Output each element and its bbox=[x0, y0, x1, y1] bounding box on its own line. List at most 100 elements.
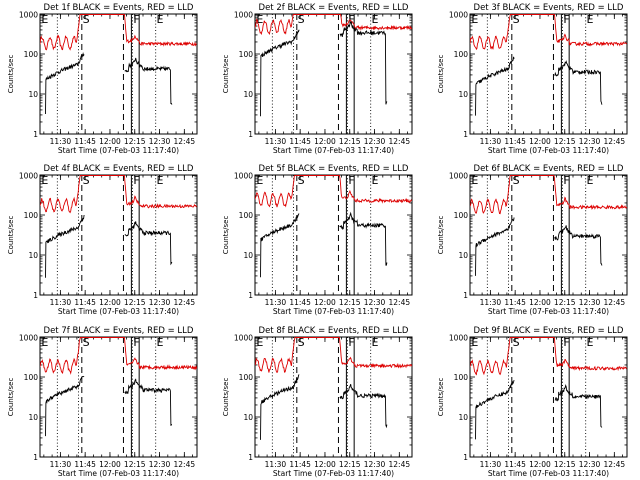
x-tick-label: 12:15 bbox=[339, 137, 361, 146]
panel-title: Det 8f BLACK = Events, RED = LLD bbox=[259, 326, 409, 336]
x-tick-label: 12:00 bbox=[314, 298, 336, 307]
marker-letter: E bbox=[372, 13, 379, 26]
y-axis-label: Counts/sec bbox=[222, 216, 230, 255]
x-tick-label: 12:30 bbox=[579, 298, 601, 307]
marker-letter: E bbox=[41, 336, 48, 349]
series-events-line bbox=[45, 214, 173, 278]
x-tick-label: 11:30 bbox=[265, 298, 287, 307]
x-tick-label: 11:45 bbox=[289, 137, 311, 146]
y-tick-label: 1000 bbox=[449, 334, 468, 343]
y-axis-label: Counts/sec bbox=[7, 378, 15, 417]
x-tick-label: 12:30 bbox=[364, 298, 386, 307]
series-lld-group bbox=[40, 14, 197, 115]
marker-letter: E bbox=[471, 174, 478, 187]
y-tick-label: 100 bbox=[24, 50, 39, 59]
x-tick-label: 11:30 bbox=[265, 137, 287, 146]
panel-det-9: Det 9f BLACK = Events, RED = LLD 1 10 100 10… bbox=[437, 326, 628, 478]
x-tick-label: 12:30 bbox=[364, 137, 386, 146]
x-tick-label: 12:15 bbox=[339, 298, 361, 307]
panel-title: Det 1f BLACK = Events, RED = LLD bbox=[44, 3, 194, 13]
marker-letter: S bbox=[513, 13, 520, 26]
y-tick-label: 1000 bbox=[19, 172, 38, 181]
y-tick-label: 1000 bbox=[449, 11, 468, 20]
marker-letter: S bbox=[83, 336, 90, 349]
marker-letter: S bbox=[513, 336, 520, 349]
x-tick-label: 11:30 bbox=[50, 298, 72, 307]
marker-letter: E bbox=[372, 174, 379, 187]
x-tick-label: 12:45 bbox=[389, 460, 411, 469]
series-events-line bbox=[475, 56, 603, 116]
marker-letter: E bbox=[41, 174, 48, 187]
marker-letter: F bbox=[133, 174, 139, 187]
panel-title: Det 4f BLACK = Events, RED = LLD bbox=[44, 164, 194, 174]
x-tick-label: 12:30 bbox=[364, 460, 386, 469]
x-axis-label: Start Time (07-Feb-03 11:17:40) bbox=[58, 469, 179, 478]
x-tick-label: 12:30 bbox=[579, 460, 601, 469]
series-lld-group bbox=[255, 175, 412, 278]
panel-det-2: Det 2f BLACK = Events, RED = LLD 1 10 100 10… bbox=[222, 3, 413, 155]
y-tick-label: 10 bbox=[28, 251, 38, 260]
series-events-line bbox=[475, 217, 603, 276]
x-tick-label: 11:45 bbox=[504, 137, 526, 146]
series-lld-line bbox=[40, 337, 197, 375]
marker-letter: F bbox=[348, 13, 354, 26]
x-tick-label: 12:45 bbox=[604, 137, 626, 146]
marker-letter: F bbox=[563, 13, 569, 26]
y-axis-label: Counts/sec bbox=[437, 216, 445, 255]
series-lld-group bbox=[255, 337, 412, 440]
panel-det-8: Det 8f BLACK = Events, RED = LLD 1 10 100 10… bbox=[222, 326, 413, 478]
x-tick-label: 11:30 bbox=[265, 460, 287, 469]
x-tick-label: 12:30 bbox=[149, 460, 171, 469]
series-lld-group bbox=[255, 14, 412, 117]
marker-letter: S bbox=[83, 174, 90, 187]
series-lld-group bbox=[470, 175, 627, 276]
x-tick-label: 12:00 bbox=[529, 460, 551, 469]
x-tick-label: 12:45 bbox=[174, 298, 196, 307]
panel-title: Det 2f BLACK = Events, RED = LLD bbox=[259, 3, 409, 13]
x-axis-label: Start Time (07-Feb-03 11:17:40) bbox=[58, 307, 179, 316]
x-tick-label: 12:30 bbox=[149, 298, 171, 307]
series-lld-group bbox=[40, 175, 197, 278]
series-events-line bbox=[260, 211, 388, 278]
panel-det-1: Det 1f BLACK = Events, RED = LLD 1 10 100 10… bbox=[7, 3, 198, 155]
series-lld-line bbox=[255, 14, 412, 36]
plot-frame bbox=[254, 13, 413, 135]
x-tick-label: 11:45 bbox=[74, 460, 96, 469]
marker-letter: S bbox=[83, 13, 90, 26]
marker-letter: E bbox=[471, 336, 478, 349]
x-tick-label: 12:00 bbox=[99, 298, 121, 307]
x-axis-label: Start Time (07-Feb-03 11:17:40) bbox=[488, 307, 609, 316]
x-axis-label: Start Time (07-Feb-03 11:17:40) bbox=[58, 146, 179, 155]
y-tick-label: 100 bbox=[454, 50, 469, 59]
panel-det-4: Det 4f BLACK = Events, RED = LLD 1 10 100 10… bbox=[7, 164, 198, 316]
series-events-line bbox=[260, 20, 388, 117]
marker-letter: F bbox=[348, 336, 354, 349]
x-tick-label: 12:15 bbox=[124, 137, 146, 146]
y-tick-label: 1 bbox=[248, 130, 253, 139]
y-tick-label: 100 bbox=[239, 211, 254, 220]
x-axis-label: Start Time (07-Feb-03 11:17:40) bbox=[488, 469, 609, 478]
marker-letter: F bbox=[133, 336, 139, 349]
x-tick-label: 12:45 bbox=[389, 298, 411, 307]
x-tick-label: 12:45 bbox=[604, 298, 626, 307]
y-axis-label: Counts/sec bbox=[7, 55, 15, 94]
marker-letter: E bbox=[587, 174, 594, 187]
y-tick-label: 1000 bbox=[234, 11, 253, 20]
marker-letter: E bbox=[157, 174, 164, 187]
y-axis-label: Counts/sec bbox=[437, 55, 445, 94]
y-tick-label: 10 bbox=[28, 413, 38, 422]
x-tick-label: 11:30 bbox=[50, 137, 72, 146]
x-axis-label: Start Time (07-Feb-03 11:17:40) bbox=[273, 469, 394, 478]
y-tick-label: 10 bbox=[458, 90, 468, 99]
marker-letter: E bbox=[471, 13, 478, 26]
x-tick-label: 11:45 bbox=[289, 460, 311, 469]
marker-letter: E bbox=[372, 336, 379, 349]
y-tick-label: 1 bbox=[33, 291, 38, 300]
y-tick-label: 10 bbox=[28, 90, 38, 99]
x-tick-label: 12:00 bbox=[314, 460, 336, 469]
marker-letter: S bbox=[513, 174, 520, 187]
plot-frame bbox=[39, 13, 198, 135]
x-tick-label: 12:00 bbox=[314, 137, 336, 146]
series-lld-line bbox=[255, 337, 412, 374]
panel-det-6: Det 6f BLACK = Events, RED = LLD 1 10 100 10… bbox=[437, 164, 628, 316]
